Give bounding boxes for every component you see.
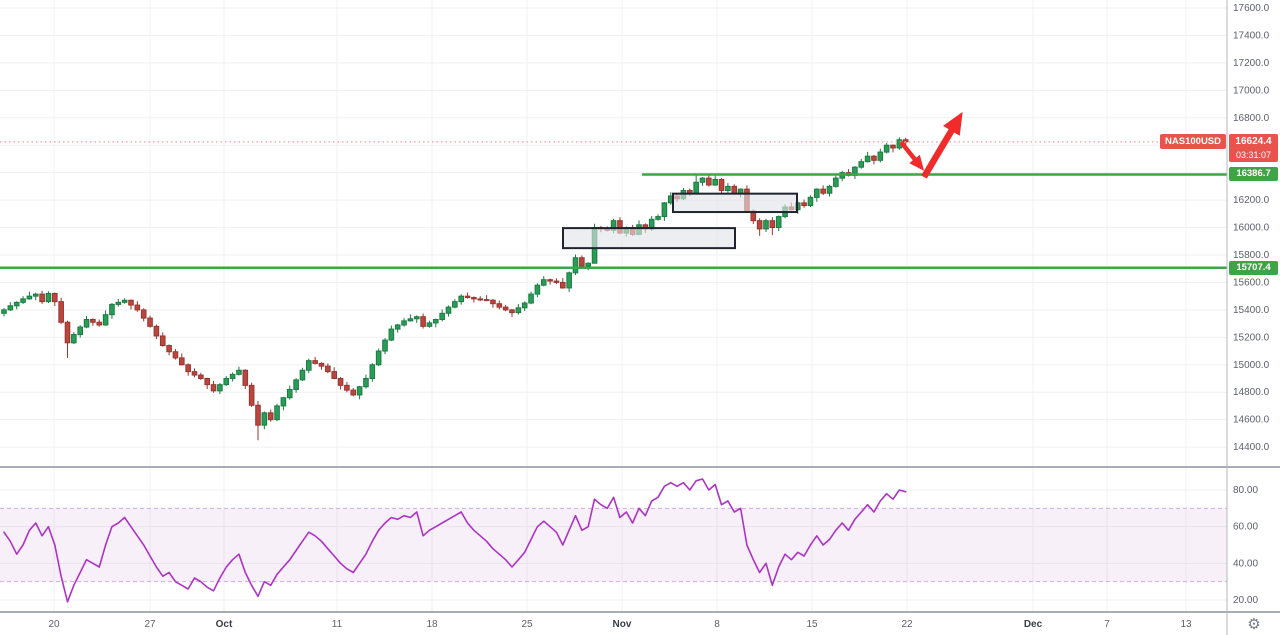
price-grid [0, 7, 1227, 448]
candles [1, 137, 909, 441]
time-grid [53, 0, 1187, 612]
rsi-band [0, 507, 1227, 583]
svg-text:14800.0: 14800.0 [1233, 387, 1270, 398]
svg-text:18: 18 [426, 619, 438, 630]
svg-text:15800.0: 15800.0 [1233, 250, 1270, 261]
svg-text:60.00: 60.00 [1233, 522, 1258, 533]
svg-text:Oct: Oct [216, 619, 233, 630]
svg-text:15600.0: 15600.0 [1233, 277, 1270, 288]
symbol-label-text: NAS100USD [1165, 136, 1221, 147]
svg-text:17000.0: 17000.0 [1233, 85, 1270, 96]
svg-text:25: 25 [521, 619, 533, 630]
level-badge-15707: 15707.4 [1229, 261, 1278, 275]
last-price-badge: 16624.4 03:31:07 [1229, 134, 1278, 162]
svg-text:7: 7 [1104, 619, 1110, 630]
svg-text:14600.0: 14600.0 [1233, 415, 1270, 426]
supply-box-2[interactable] [672, 192, 798, 214]
time-axis-labels: 20 27 Oct 11 18 25 Nov 8 15 22 Dec 7 13 [48, 619, 1192, 630]
symbol-price-label: NAS100USD [1160, 134, 1226, 149]
svg-text:17600.0: 17600.0 [1233, 3, 1270, 14]
price-axis-labels: 17600.0 17400.0 17200.0 17000.0 16800.0 16200… [1233, 3, 1270, 453]
svg-text:22: 22 [901, 619, 913, 630]
gear-icon: ⚙ [1247, 615, 1261, 633]
svg-text:15200.0: 15200.0 [1233, 332, 1270, 343]
rsi-line[interactable] [3, 478, 907, 603]
rsi-axis-labels: 80.00 60.00 40.00 20.00 [1233, 485, 1258, 606]
up-arrow[interactable] [921, 111, 963, 179]
svg-text:16000.0: 16000.0 [1233, 223, 1270, 234]
svg-text:27: 27 [144, 619, 156, 630]
svg-text:13: 13 [1180, 619, 1192, 630]
svg-text:15000.0: 15000.0 [1233, 360, 1270, 371]
svg-text:14400.0: 14400.0 [1233, 442, 1270, 453]
svg-text:17200.0: 17200.0 [1233, 58, 1270, 69]
last-price-value: 16624.4 [1235, 136, 1272, 147]
svg-text:11: 11 [332, 619, 343, 630]
svg-text:Nov: Nov [613, 619, 632, 630]
svg-text:40.00: 40.00 [1233, 558, 1258, 569]
svg-text:16200.0: 16200.0 [1233, 195, 1270, 206]
rsi-grid [0, 489, 1227, 601]
svg-text:16800.0: 16800.0 [1233, 113, 1270, 124]
supply-box-1[interactable] [562, 227, 736, 250]
svg-text:15: 15 [806, 619, 818, 630]
svg-text:20: 20 [48, 619, 60, 630]
svg-text:Dec: Dec [1024, 619, 1043, 630]
svg-text:80.00: 80.00 [1233, 485, 1258, 496]
svg-text:20.00: 20.00 [1233, 595, 1258, 606]
level-badge-16386: 16386.7 [1229, 167, 1278, 181]
bar-countdown: 03:31:07 [1235, 150, 1272, 160]
svg-text:17400.0: 17400.0 [1233, 30, 1270, 41]
svg-text:8: 8 [714, 619, 720, 630]
price-scale-settings-button[interactable]: ⚙ [1228, 613, 1280, 634]
down-arrow[interactable] [899, 140, 925, 171]
svg-text:15400.0: 15400.0 [1233, 305, 1270, 316]
